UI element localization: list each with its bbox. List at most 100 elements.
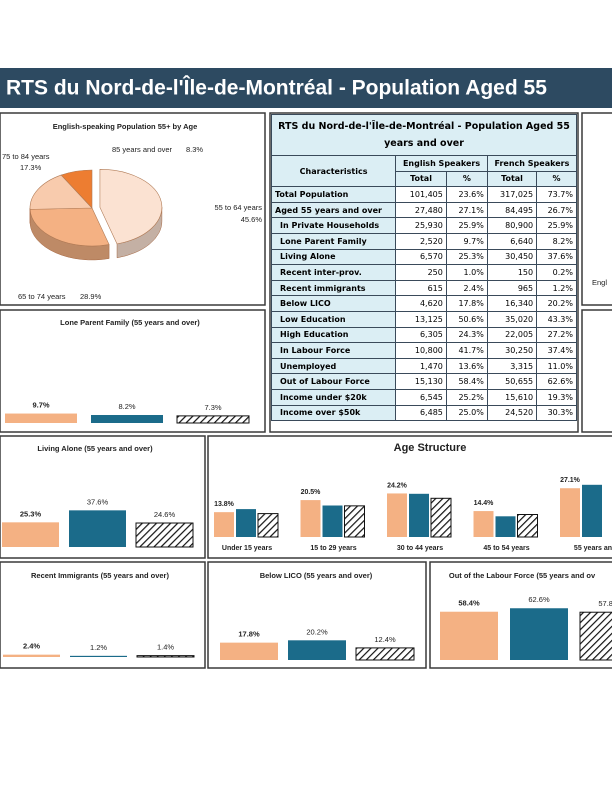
table-cell: 6,305 xyxy=(395,326,447,344)
table-cell: 4,620 xyxy=(395,295,447,312)
panel xyxy=(0,561,206,669)
table-cell: 317,025 xyxy=(486,186,538,203)
table-cell: 25.9% xyxy=(445,217,488,234)
value-label: 7.3% xyxy=(204,403,221,412)
table-cell: 19.3% xyxy=(536,388,577,406)
bar xyxy=(5,413,77,423)
value-label: 37.6% xyxy=(87,497,109,506)
table-cell: 6,485 xyxy=(395,404,447,422)
bar xyxy=(220,642,278,660)
value-label: 58.4% xyxy=(458,599,480,608)
table-cell: Low Education xyxy=(270,310,397,328)
bar xyxy=(136,655,195,658)
pie-label: 65 to 74 years xyxy=(18,292,66,301)
value-label: 1.4% xyxy=(157,643,174,652)
table-cell: 13,125 xyxy=(395,310,447,328)
table-row: Total% Total% xyxy=(272,170,577,188)
table-cell: 30,250 xyxy=(486,342,538,359)
bar xyxy=(2,522,59,547)
panel xyxy=(581,309,612,433)
x-tick-label: 45 to 54 years xyxy=(483,545,529,552)
table-cell: 43.3% xyxy=(536,310,577,328)
pie-value-label: 28.9% xyxy=(80,292,102,301)
table-cell: 965 xyxy=(486,279,538,297)
chart-title: Below LICO (55 years and over) xyxy=(260,571,373,580)
bar xyxy=(214,512,234,537)
table-row: Income under $20k 6,545 25.2% 15,610 19.3% xyxy=(270,388,577,406)
table-cell: 16,340 xyxy=(486,295,538,312)
pie-value-label: 45.6% xyxy=(241,215,263,224)
table-cell: 27.1% xyxy=(445,201,488,219)
chart-title: Out of the Labour Force (55 years and ov xyxy=(449,571,596,580)
table-cell: 23.6% xyxy=(445,186,488,203)
value-label: 57.8% xyxy=(598,599,612,608)
data-table: RTS du Nord-de-l'Île-de-Montréal - Popul… xyxy=(270,114,578,422)
bar xyxy=(236,509,256,537)
bar xyxy=(355,647,415,661)
table-row: Out of Labour Force 15,130 58.4% 50,655 62.6… xyxy=(270,373,577,390)
x-tick-label: Under 15 years xyxy=(222,545,272,552)
pie-slice xyxy=(60,169,93,209)
pie-slice xyxy=(29,174,93,210)
table-cell: 37.6% xyxy=(536,248,577,266)
value-label: 13.8% xyxy=(214,501,235,508)
table-row: Aged 55 years and over 27,480 27.1% 84,495 2… xyxy=(270,201,577,219)
table-cell: 25.0% xyxy=(445,404,488,422)
bar xyxy=(473,511,494,537)
table-cell: 80,900 xyxy=(486,217,538,234)
table-cell: RTS du Nord-de-l'Île-de-Montréal - Popul… xyxy=(271,114,577,156)
fragment-text: Engl xyxy=(592,278,607,287)
table-cell: Income over $50k xyxy=(270,404,397,422)
table-cell: Lone Parent Family xyxy=(270,232,397,250)
chart-title: Living Alone (55 years and over) xyxy=(37,444,153,453)
table-cell: 24,520 xyxy=(486,404,538,422)
table-cell: Total xyxy=(486,170,538,188)
table-cell: 22,005 xyxy=(486,326,538,344)
bar xyxy=(91,415,163,423)
table-cell: 58.4% xyxy=(445,373,488,390)
table-cell: 6,640 xyxy=(486,232,538,250)
value-label: 14.4% xyxy=(474,500,495,507)
table-cell: 6,545 xyxy=(395,388,447,406)
bar xyxy=(135,522,194,548)
value-label: 20.2% xyxy=(306,627,328,636)
pie-slice xyxy=(29,207,110,247)
bar xyxy=(440,611,498,660)
bar xyxy=(322,505,343,537)
bar xyxy=(300,500,321,537)
pie-label: 85 years and over xyxy=(112,145,173,154)
bar xyxy=(579,611,612,661)
table-cell: Total Population xyxy=(270,186,397,203)
x-tick-label: 30 to 44 years xyxy=(397,545,443,552)
table-cell: 84,495 xyxy=(486,201,538,219)
table-cell: 25.2% xyxy=(445,388,488,406)
table-row: RTS du Nord-de-l'Île-de-Montréal - Popul… xyxy=(271,114,577,156)
value-label: 9.7% xyxy=(32,401,49,410)
table-cell: 30,450 xyxy=(486,248,538,266)
table-cell: 25.3% xyxy=(445,248,488,266)
table-cell: In Private Households xyxy=(270,217,397,234)
table-cell: 26.7% xyxy=(536,201,577,219)
table-cell: 30.3% xyxy=(536,404,577,422)
table-cell: Total xyxy=(395,170,447,188)
bar xyxy=(409,493,429,537)
table-row: Total Population 101,405 23.6% 317,025 73.7% xyxy=(270,186,577,203)
value-label: 24.6% xyxy=(154,510,176,519)
bar xyxy=(430,497,452,538)
table-row: Lone Parent Family 2,520 9.7% 6,640 8.2% xyxy=(270,232,577,250)
value-label: 24.2% xyxy=(387,482,408,489)
table-row: Below LICO 4,620 17.8% 16,340 20.2% xyxy=(270,295,577,312)
table-cell: Aged 55 years and over xyxy=(270,201,397,219)
table-cell: 101,405 xyxy=(395,186,447,203)
value-label: 1.2% xyxy=(90,643,107,652)
table-cell: 0.2% xyxy=(536,264,577,281)
panel xyxy=(581,112,612,306)
chart-title: Recent Immigrants (55 years and over) xyxy=(31,571,169,580)
chart-title: English-speaking Population 55+ by Age xyxy=(53,122,198,131)
table-cell: 50,655 xyxy=(486,373,538,390)
table-row: Low Education 13,125 50.6% 35,020 43.3% xyxy=(270,310,577,328)
table-cell: 15,610 xyxy=(486,388,538,406)
table-cell: 2.4% xyxy=(445,279,488,297)
value-label: 27.1% xyxy=(560,477,581,484)
table-row: Characteristics English Speakers French Sp… xyxy=(270,154,578,188)
